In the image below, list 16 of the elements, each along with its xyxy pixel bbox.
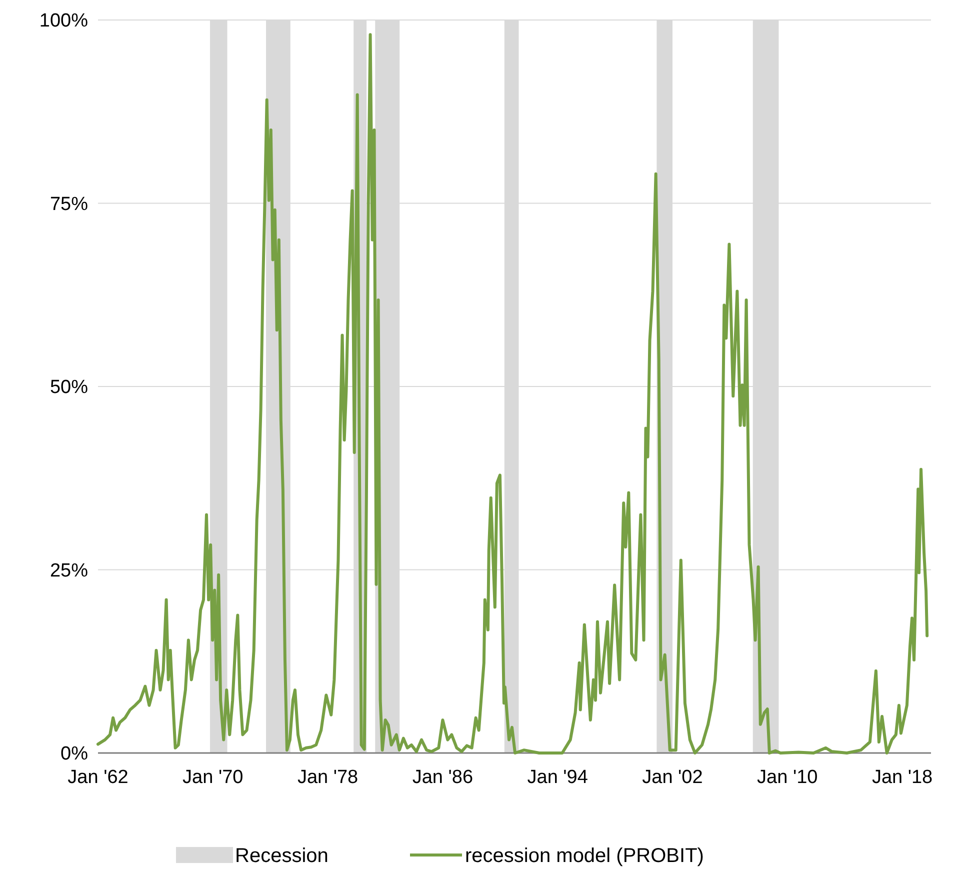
y-tick-label: 100%	[39, 10, 88, 32]
y-tick-label: 50%	[50, 377, 88, 398]
x-tick-label: Jan '10	[757, 767, 818, 788]
x-tick-label: Jan '78	[297, 767, 358, 788]
x-tick-label: Jan '62	[68, 767, 128, 788]
x-tick-label: Jan '86	[412, 767, 474, 788]
x-tick-label: Jan '02	[642, 767, 703, 788]
y-tick-label: 25%	[50, 560, 88, 582]
x-tick-label: Jan '70	[182, 767, 244, 788]
legend-label: recession model (PROBIT)	[465, 845, 704, 867]
x-tick-label: Jan '94	[527, 767, 588, 788]
y-tick-label: 75%	[50, 194, 88, 215]
x-tick-label: Jan '18	[872, 767, 933, 788]
y-tick-label: 0%	[60, 744, 88, 765]
line-series	[96, 33, 929, 754]
legend-label: Recession	[235, 845, 328, 867]
